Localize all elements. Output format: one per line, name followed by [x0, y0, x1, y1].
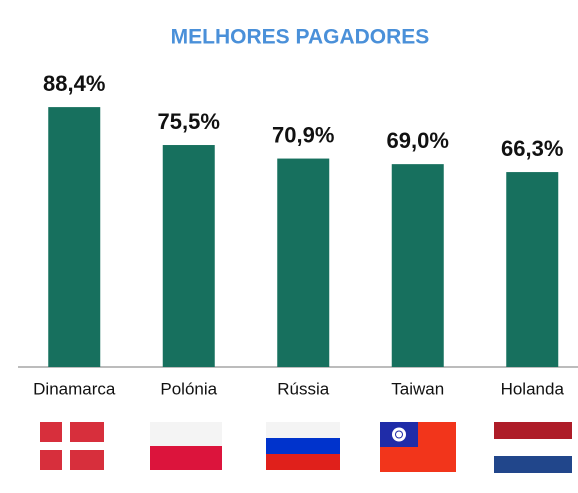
flag-poland — [150, 422, 222, 470]
bar — [48, 107, 101, 367]
x-tick-label: Rússia — [277, 379, 330, 398]
chart-title: MELHORES PAGADORES — [171, 26, 430, 49]
value-label: 70,9% — [272, 122, 334, 147]
bar — [162, 145, 215, 367]
value-label: 69,0% — [387, 128, 449, 153]
value-label: 66,3% — [501, 136, 563, 161]
flag-taiwan — [380, 422, 456, 472]
bar — [506, 172, 559, 367]
value-label: 88,4% — [43, 71, 105, 96]
flag-netherlands — [494, 422, 572, 473]
bar — [277, 158, 330, 367]
x-tick-label: Polónia — [160, 379, 217, 398]
x-tick-label: Holanda — [501, 379, 565, 398]
x-tick-label: Dinamarca — [33, 379, 116, 398]
bar — [391, 164, 444, 367]
x-tick-label: Taiwan — [391, 379, 444, 398]
value-label: 75,5% — [158, 109, 220, 134]
flag-russia — [266, 422, 340, 470]
flag-denmark — [40, 422, 104, 470]
